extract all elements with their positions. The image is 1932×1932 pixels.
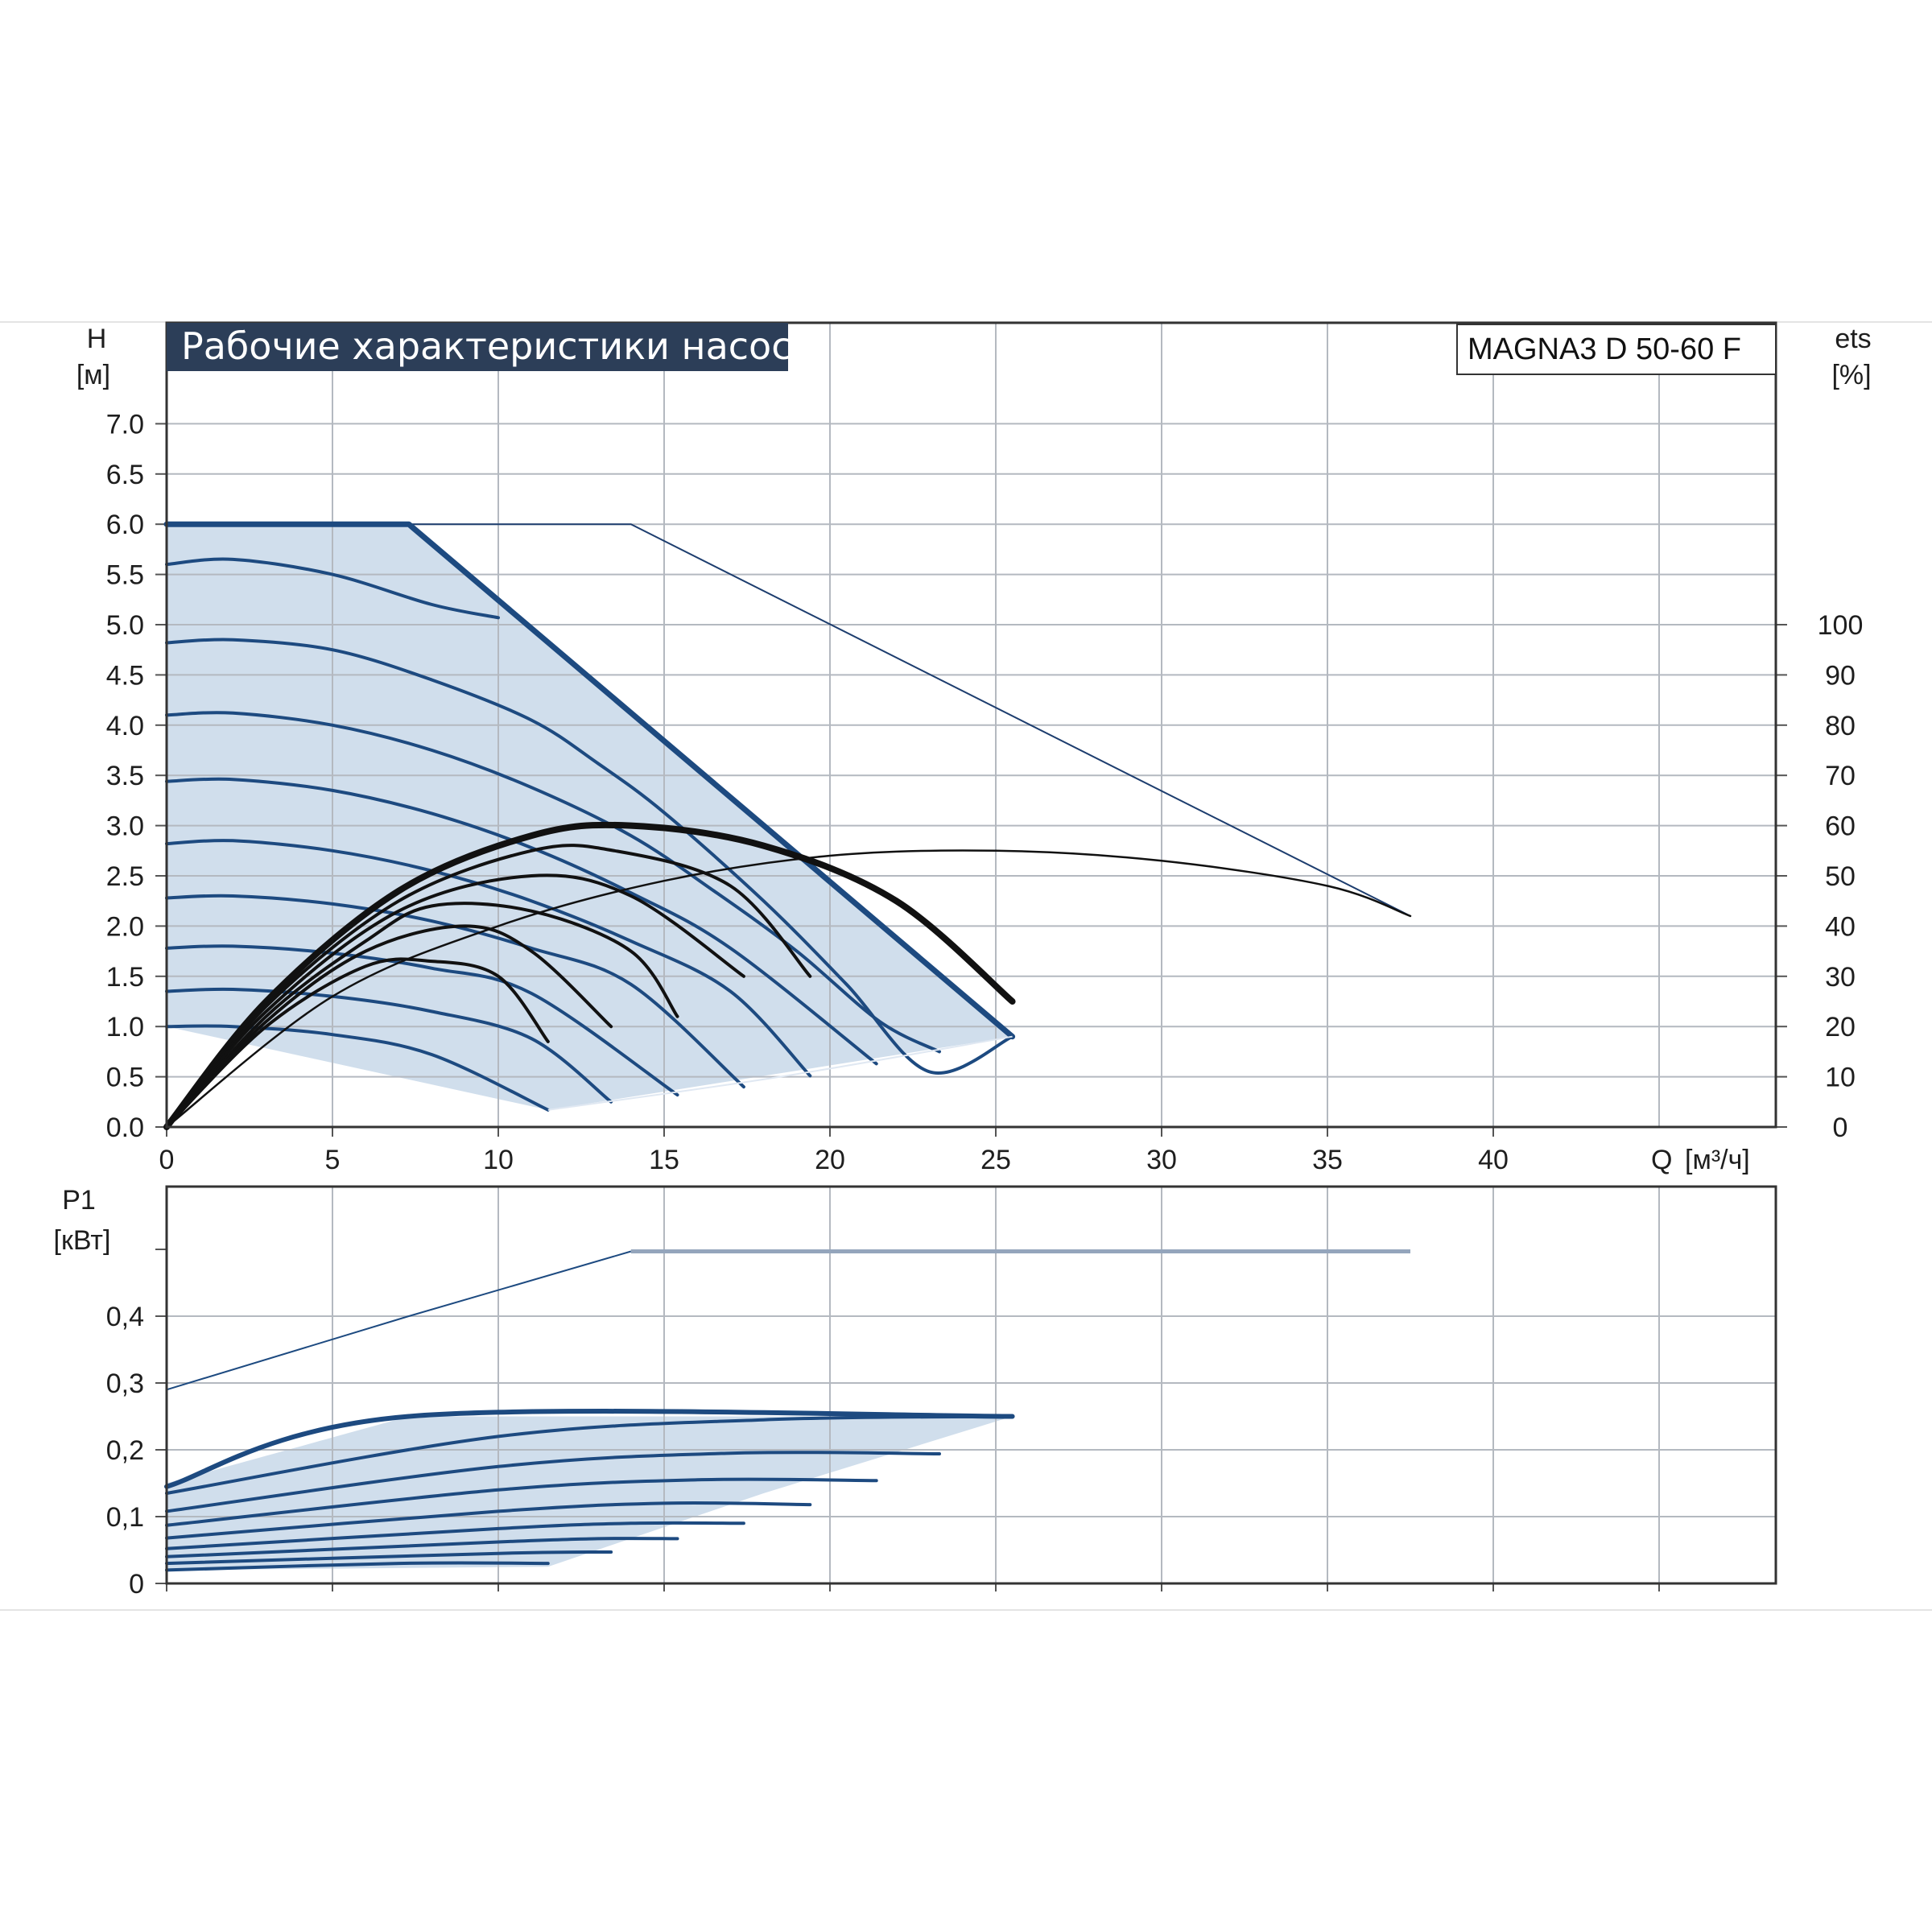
y-tick-label: 0 [129,1569,144,1600]
efficiency-curve [163,821,1016,1130]
y2-tick-label: 40 [1825,911,1856,942]
y2-tick-label: 10 [1825,1063,1856,1093]
chart-title-box: Рабочие характеристики насоса [167,323,815,371]
y-tick-label: 5.5 [106,560,144,591]
y-tick-label: 7.0 [106,409,144,440]
y2-tick-label: 80 [1825,711,1856,741]
y-tick-label: 2.5 [106,861,144,892]
x-tick-label: 0 [159,1145,175,1175]
y2-tick-label: 60 [1825,811,1856,842]
model-box: MAGNA3 D 50-60 F [1456,324,1777,375]
y-axis-unit-p1: [кВт] [54,1225,111,1256]
power-plot-frame [165,1185,1777,1585]
efficiency-curve [165,873,745,1129]
x-tick-label: 35 [1312,1145,1343,1175]
y2-tick-label: 50 [1825,861,1856,892]
power-curve [165,1550,613,1566]
head-curve [165,711,941,1054]
head-curve [165,839,812,1078]
head-curve [165,777,878,1066]
y-tick-label: 1.0 [106,1012,144,1042]
x-tick-label: 5 [325,1145,341,1175]
head-curve [165,557,500,620]
y-tick-label: 3.5 [106,761,144,791]
head-curve [165,638,1014,1075]
y2-tick-label: 30 [1825,962,1856,993]
x-tick-label: 20 [815,1145,845,1175]
y-tick-label: 0,4 [106,1302,144,1332]
power-plot: 0 0,1 0,2 0,3 0,4 [106,1185,1777,1600]
y2-axis-unit-ets: [%] [1831,360,1871,390]
efficiency-curve [165,902,679,1129]
max-head-curve [163,521,1016,1040]
y-tick-label: 0,1 [106,1502,144,1533]
x-tick-label: 10 [483,1145,514,1175]
y-tick-label: 0.0 [106,1113,144,1143]
y2-tick-label: 0 [1833,1113,1848,1143]
head-curve [165,987,613,1104]
operating-range-edge [547,1035,1013,1111]
y2-tick-label: 70 [1825,761,1856,791]
efficiency-curve [165,849,1412,1129]
y2-tick-label: 20 [1825,1012,1856,1042]
power-curve [165,1414,1014,1495]
head-curve [165,894,745,1089]
x-axis-unit-q: [м³/ч] [1685,1145,1750,1175]
y-tick-label: 6.5 [106,460,144,490]
power-curve [165,1451,941,1513]
head-plot-frame [165,321,1777,1129]
head-curve [165,944,679,1097]
power-curve [165,1561,550,1572]
power-curve [165,1537,679,1558]
x-tick-label: 30 [1146,1145,1177,1175]
chart-title: Рабочие характеристики насоса [181,324,815,368]
y-tick-label: 6.0 [106,510,144,540]
efficiency-curve [165,844,812,1129]
x-tick-label: 25 [980,1145,1011,1175]
y-tick-label: 4.5 [106,660,144,691]
model-label-background [1456,324,1777,375]
chart-title-background [167,323,788,371]
y-axis-label-p1: P1 [62,1185,96,1216]
y-tick-label: 0.5 [106,1063,144,1093]
efficiency-curve [165,924,613,1129]
y2-axis-label-ets: ets [1835,324,1871,354]
y-tick-label: 4.0 [106,711,144,741]
y-tick-label: 0,2 [106,1435,144,1466]
y-tick-label: 3.0 [106,811,144,842]
head-plot: 0.0 0.5 1.0 1.5 2.0 2.5 3.0 3.5 4.0 4.5 5.0 5.5 6.0 6… [106,321,1864,1175]
max-power-curve-two-pumps [166,1250,632,1391]
efficiency-curve [165,957,550,1129]
y-axis-label-h: H [87,324,107,354]
power-curve [164,1409,1015,1489]
power-curve [165,1477,878,1527]
y-tick-label: 0,3 [106,1368,144,1399]
y-tick-label: 5.0 [106,610,144,641]
y-tick-label: 1.5 [106,962,144,993]
y-tick-label: 2.0 [106,911,144,942]
x-tick-label: 15 [649,1145,679,1175]
x-tick-label: 40 [1478,1145,1509,1175]
model-label: MAGNA3 D 50-60 F [1468,332,1741,366]
head-curve [165,1024,550,1112]
y2-tick-label: 100 [1818,610,1864,641]
power-curve [165,1521,745,1550]
power-curve [165,1501,812,1540]
y2-tick-label: 90 [1825,660,1856,691]
y-axis-unit-h: [м] [76,360,110,390]
x-axis-label-q: Q [1651,1145,1672,1175]
